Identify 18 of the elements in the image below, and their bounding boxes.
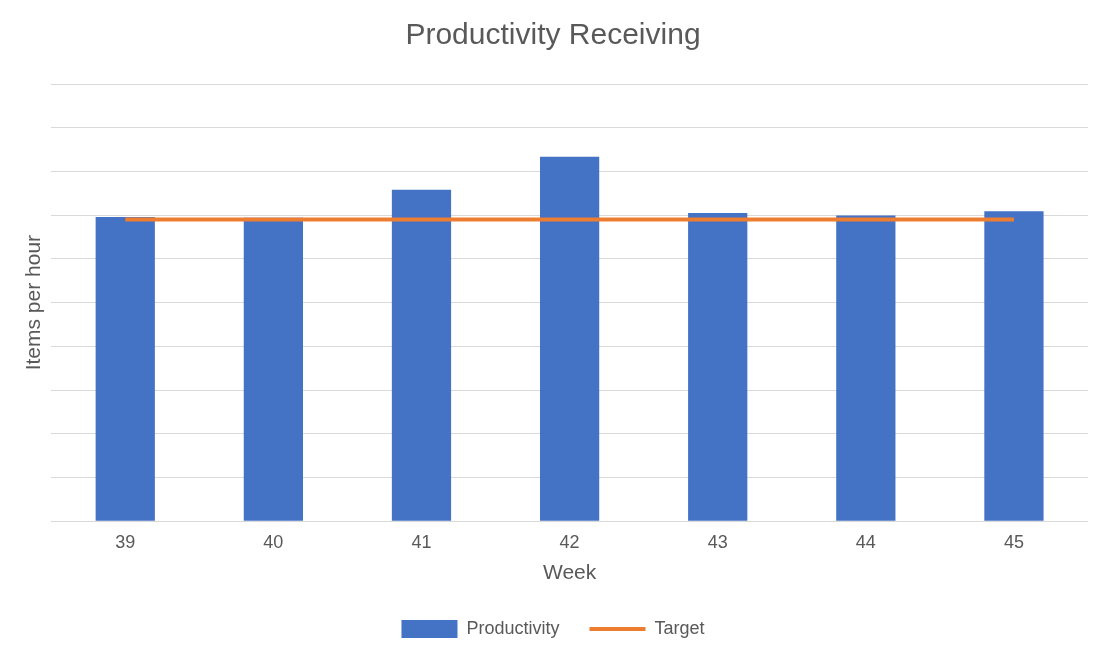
x-tick-label: 44 [855, 531, 876, 552]
x-tick-label: 39 [115, 531, 136, 552]
chart-title: Productivity Receiving [405, 17, 701, 51]
bar [984, 211, 1044, 521]
x-tick-label: 45 [1003, 531, 1024, 552]
bar [539, 156, 600, 521]
bar [836, 215, 896, 521]
legend-label: Productivity [466, 617, 560, 638]
x-tick-label: 43 [707, 531, 728, 552]
bar [688, 212, 748, 521]
y-axis-title: Items per hour [21, 234, 45, 371]
bar [391, 189, 452, 521]
x-tick-label: 42 [559, 531, 580, 552]
x-tick-label: 41 [411, 531, 432, 552]
x-axis-title: Week [542, 560, 597, 584]
x-tick-label: 40 [263, 531, 284, 552]
legend-label: Target [654, 617, 705, 638]
bar [95, 216, 155, 521]
